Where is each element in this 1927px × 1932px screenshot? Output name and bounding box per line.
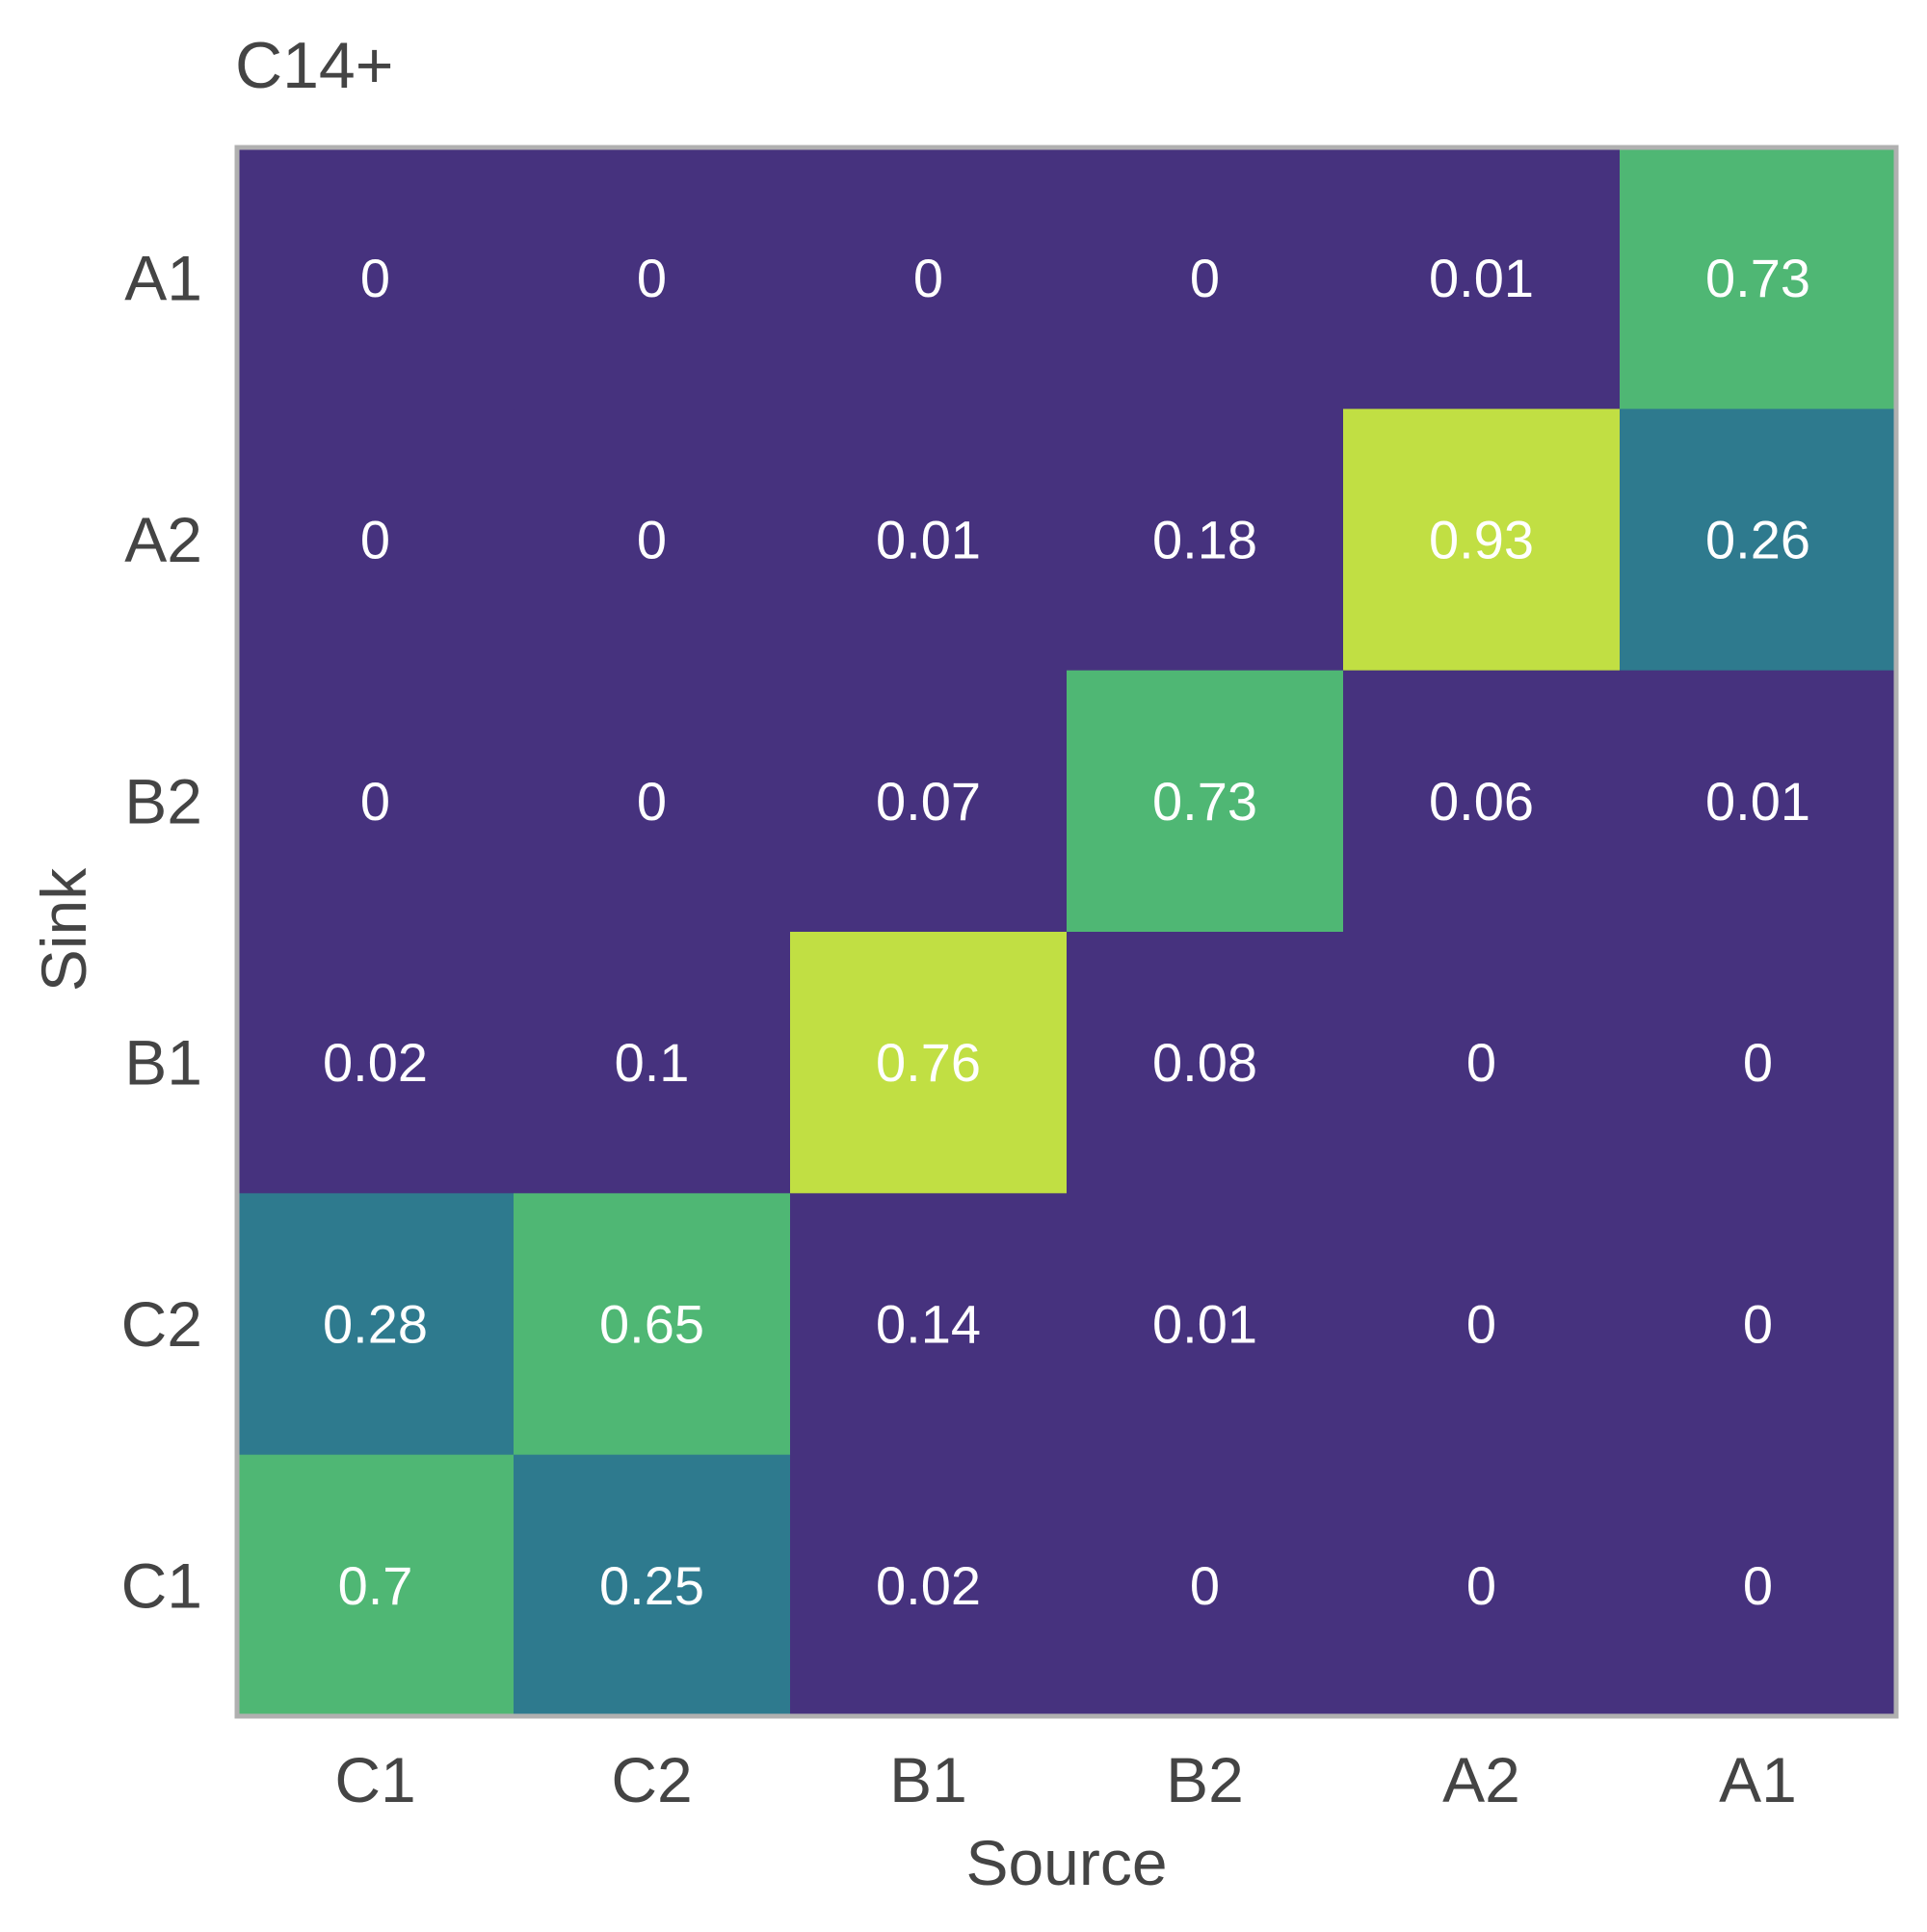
heatmap-cell	[1067, 1193, 1344, 1456]
heatmap-cell	[790, 1193, 1068, 1456]
heatmap-cell	[237, 1454, 515, 1717]
heatmap-cell	[1067, 147, 1344, 410]
cell-value-label: 0.7	[338, 1555, 413, 1616]
heatmap-cell	[237, 670, 515, 933]
heatmap-cell	[1620, 147, 1897, 410]
cell-value-label: 0.06	[1429, 771, 1534, 832]
y-tick-label: A1	[124, 243, 202, 314]
cell-value-label: 0.93	[1429, 510, 1534, 570]
y-tick-label: B1	[124, 1027, 202, 1098]
x-tick-label: C2	[611, 1744, 692, 1815]
cell-value-label: 0.02	[876, 1555, 981, 1616]
cell-value-label: 0	[1743, 1294, 1773, 1355]
y-tick-label: C1	[121, 1549, 202, 1621]
cell-value-label: 0.02	[323, 1032, 428, 1093]
heatmap-cell	[514, 1454, 791, 1717]
cell-value-label: 0	[1743, 1032, 1773, 1093]
y-tick-label: C2	[121, 1288, 202, 1360]
heatmap-cell	[1343, 1193, 1621, 1456]
heatmap-cell	[237, 1193, 515, 1456]
y-tick-label: A2	[124, 504, 202, 575]
heatmap-cell	[514, 670, 791, 933]
heatmap-cell	[237, 147, 515, 410]
cell-value-label: 0.25	[599, 1555, 704, 1616]
heatmap-cell	[1620, 670, 1897, 933]
heatmap-cell	[514, 147, 791, 410]
cell-value-label: 0	[637, 510, 667, 570]
x-axis-ticks: C1 C2 B1 B2 A2 A1	[334, 1744, 1797, 1815]
heatmap-cell	[1620, 409, 1897, 672]
x-tick-label: A2	[1442, 1744, 1520, 1815]
heatmap-cell	[790, 147, 1068, 410]
cell-value-label: 0.28	[323, 1294, 428, 1355]
cell-value-label: 0.08	[1152, 1032, 1257, 1093]
cell-value-label: 0	[1190, 1555, 1220, 1616]
cell-value-label: 0	[360, 248, 390, 308]
heatmap-cell	[790, 932, 1068, 1194]
cell-value-label: 0	[637, 248, 667, 308]
x-tick-label: B2	[1166, 1744, 1244, 1815]
x-tick-label: A1	[1719, 1744, 1797, 1815]
chart-title: C14+	[235, 29, 393, 102]
cell-value-label: 0.18	[1152, 510, 1257, 570]
heatmap-cell	[1343, 932, 1621, 1194]
cell-value-label: 0.73	[1705, 248, 1810, 308]
heatmap-cell	[1620, 1454, 1897, 1717]
heatmap-cell	[790, 670, 1068, 933]
cell-value-label: 0.1	[615, 1032, 690, 1093]
heatmap-cell	[1067, 932, 1344, 1194]
cell-value-label: 0	[1190, 248, 1220, 308]
heatmap-cell	[1067, 1454, 1344, 1717]
heatmap-cell	[237, 932, 515, 1194]
heatmap-cell	[1620, 1193, 1897, 1456]
cell-value-label: 0	[360, 510, 390, 570]
cell-value-label: 0.01	[1152, 1294, 1257, 1355]
cell-value-label: 0	[1466, 1555, 1496, 1616]
cell-value-label: 0	[1466, 1032, 1496, 1093]
cell-value-label: 0	[1466, 1294, 1496, 1355]
heatmap-cell	[1343, 1454, 1621, 1717]
cell-value-label: 0	[913, 248, 943, 308]
x-tick-label: C1	[334, 1744, 415, 1815]
heatmap-cell	[1067, 409, 1344, 672]
cell-value-label: 0.07	[876, 771, 981, 832]
x-axis-label: Source	[965, 1827, 1167, 1898]
cell-value-label: 0	[637, 771, 667, 832]
cell-value-label: 0.73	[1152, 771, 1257, 832]
cell-value-label: 0.65	[599, 1294, 704, 1355]
heatmap-cell	[1343, 670, 1621, 933]
cell-value-label: 0	[360, 771, 390, 832]
heatmap-cell	[790, 1454, 1068, 1717]
heatmap-value-labels: 0 0 0 0 0.01 0.73 0 0 0.01 0.18 0.93 0.26 0 0 0.07 0.73…	[323, 248, 1810, 1616]
heatmap-cell	[1343, 147, 1621, 410]
heatmap-cell	[790, 409, 1068, 672]
cell-value-label: 0.01	[1705, 771, 1810, 832]
plot-border	[234, 145, 1899, 1719]
cell-value-label: 0.01	[1429, 248, 1534, 308]
heatmap-cell	[237, 409, 515, 672]
cell-value-label: 0.01	[876, 510, 981, 570]
x-tick-label: B1	[889, 1744, 967, 1815]
cell-value-label: 0.76	[876, 1032, 981, 1093]
heatmap-cells	[237, 147, 1897, 1717]
y-tick-label: B2	[124, 765, 202, 836]
heatmap-cell	[1343, 409, 1621, 672]
cell-value-label: 0.14	[876, 1294, 981, 1355]
cell-value-label: 0	[1743, 1555, 1773, 1616]
y-axis-label: Sink	[28, 867, 99, 992]
heatmap-cell	[1067, 670, 1344, 933]
heatmap-cell	[514, 1193, 791, 1456]
y-axis-ticks: A1 A2 B2 B1 C2 C1	[121, 243, 202, 1622]
heatmap-cell	[514, 409, 791, 672]
heatmap-cell	[514, 932, 791, 1194]
cell-value-label: 0.26	[1705, 510, 1810, 570]
heatmap-cell	[1620, 932, 1897, 1194]
